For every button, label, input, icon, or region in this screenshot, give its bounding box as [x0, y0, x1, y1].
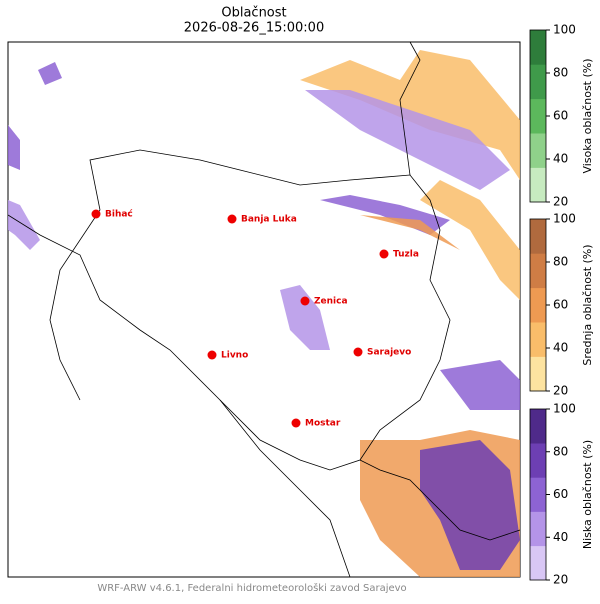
- colorbar-band: [530, 545, 546, 581]
- cloud-area: [38, 62, 62, 85]
- colorbar-band: [530, 511, 546, 547]
- cities: Bihać Banja Luka Tuzla Zenica Livno Sarajevo M…: [91, 209, 419, 429]
- city-label: Sarajevo: [367, 348, 411, 358]
- colorbar-label: Visoka oblačnost (%): [581, 58, 594, 173]
- colorbars: 20 40 60 80 100 Visoka oblačnost (%) 20 40 60 80 1…: [529, 23, 594, 587]
- cloud-area: [8, 125, 20, 170]
- colorbar-band: [530, 477, 546, 512]
- colorbar-tick-label: 20: [553, 384, 568, 398]
- city-marker: [91, 209, 101, 219]
- colorbar-tick-label: 100: [553, 212, 576, 226]
- cloud-area: [280, 285, 330, 350]
- map-title: Oblačnost: [221, 6, 286, 21]
- colorbar-tick-label: 100: [553, 23, 576, 37]
- city-label: Tuzla: [393, 250, 419, 260]
- colorbar-tick-label: 60: [553, 109, 568, 123]
- border: [89, 149, 451, 471]
- colorbar-band: [530, 443, 546, 478]
- colorbar-tick-label: 40: [553, 341, 568, 355]
- city-marker: [207, 350, 217, 360]
- colorbar-band: [530, 167, 546, 203]
- colorbar-band: [530, 30, 546, 65]
- colorbar-tick-label: 80: [553, 444, 568, 458]
- footer: WRF-ARW v4.6.1, Federalni hidrometeorolo…: [97, 582, 406, 594]
- cloud-area: [420, 440, 520, 570]
- city-marker: [353, 347, 363, 357]
- city-label: Zenica: [314, 297, 348, 307]
- colorbar-tick-label: 80: [553, 255, 568, 269]
- city-label: Banja Luka: [241, 215, 297, 225]
- colorbar-band: [530, 356, 546, 392]
- map-subtitle: 2026-08-26_15:00:00: [184, 21, 324, 36]
- colorbar-tick-label: 100: [553, 402, 576, 416]
- colorbar-tick-label: 40: [553, 152, 568, 166]
- colorbar-tick-label: 40: [553, 530, 568, 544]
- colorbar-band: [530, 409, 546, 444]
- cloud-area: [440, 360, 520, 410]
- border: [399, 41, 421, 176]
- colorbar-tick-label: 20: [553, 573, 568, 587]
- map-area: [7, 41, 521, 578]
- border: [49, 209, 101, 401]
- colorbar-tick-label: 80: [553, 66, 568, 80]
- city-label: Livno: [221, 351, 248, 361]
- city-marker: [300, 296, 310, 306]
- colorbar-label: Niska oblačnost (%): [581, 440, 594, 549]
- colorbar-band: [530, 287, 546, 323]
- colorbar-band: [530, 219, 546, 254]
- colorbar-band: [530, 64, 546, 100]
- cloud-area: [420, 180, 520, 300]
- colorbar-band: [530, 322, 546, 357]
- colorbar-band: [530, 98, 546, 134]
- city-marker: [291, 418, 301, 428]
- colorbar-band: [530, 133, 546, 168]
- colorbar-band: [530, 253, 546, 289]
- city-label: Bihać: [105, 209, 133, 220]
- cloud-area: [360, 215, 460, 250]
- colorbar-tick-label: 60: [553, 487, 568, 501]
- cloud-area: [305, 90, 510, 190]
- city-label: Mostar: [305, 419, 341, 429]
- colorbar-tick-label: 20: [553, 195, 568, 209]
- colorbar-tick-label: 60: [553, 298, 568, 312]
- city-marker: [379, 249, 389, 259]
- city-marker: [227, 214, 237, 224]
- colorbar-label: Srednja oblačnost (%): [581, 244, 594, 365]
- coastline: [7, 214, 351, 578]
- border: [359, 459, 521, 541]
